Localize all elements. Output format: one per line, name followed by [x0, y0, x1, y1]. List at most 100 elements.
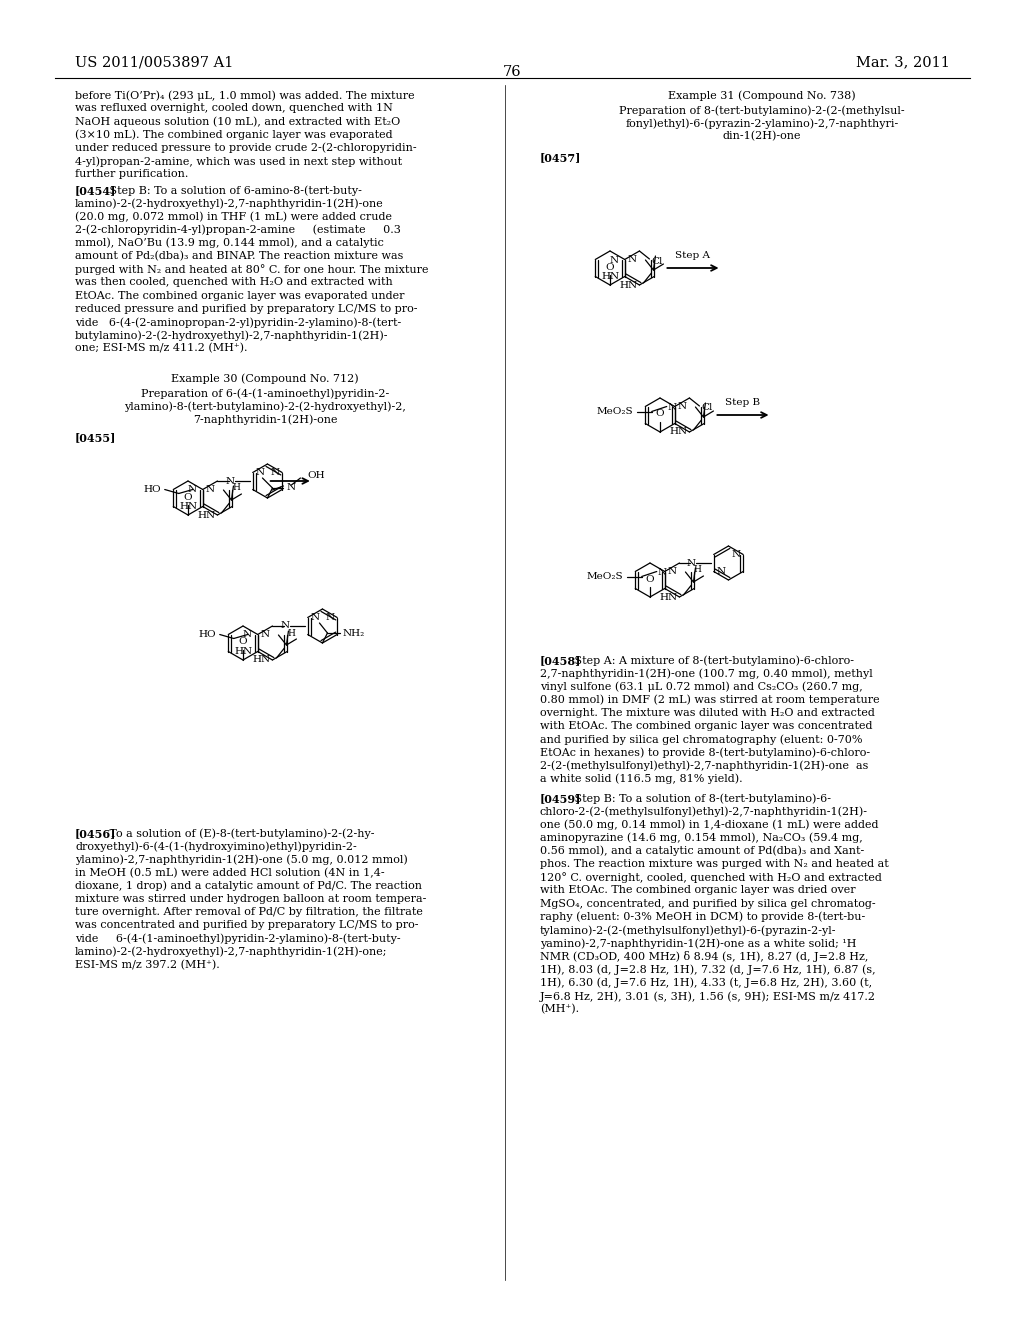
Text: O: O [646, 574, 654, 583]
Text: droxyethyl)-6-(4-(1-(hydroxyimino)ethyl)pyridin-2-: droxyethyl)-6-(4-(1-(hydroxyimino)ethyl)… [75, 841, 356, 851]
Text: Step B: To a solution of 6-amino-8-(tert-buty-: Step B: To a solution of 6-amino-8-(tert… [99, 185, 361, 195]
Text: Step B: To a solution of 8-(tert-butylamino)-6-: Step B: To a solution of 8-(tert-butylam… [564, 793, 831, 804]
Text: amount of Pd₂(dba)₃ and BINAP. The reaction mixture was: amount of Pd₂(dba)₃ and BINAP. The react… [75, 251, 403, 261]
Text: HN: HN [620, 281, 638, 289]
Text: further purification.: further purification. [75, 169, 188, 180]
Text: US 2011/0053897 A1: US 2011/0053897 A1 [75, 55, 233, 69]
Text: [0457]: [0457] [540, 152, 582, 162]
Text: raphy (eluent: 0-3% MeOH in DCM) to provide 8-(tert-bu-: raphy (eluent: 0-3% MeOH in DCM) to prov… [540, 912, 865, 923]
Text: N: N [270, 469, 280, 477]
Text: before Ti(O’Pr)₄ (293 μL, 1.0 mmol) was added. The mixture: before Ti(O’Pr)₄ (293 μL, 1.0 mmol) was … [75, 90, 415, 100]
Text: 1H), 6.30 (d, J=7.6 Hz, 1H), 4.33 (t, J=6.8 Hz, 2H), 3.60 (t,: 1H), 6.30 (d, J=7.6 Hz, 1H), 4.33 (t, J=… [540, 978, 872, 989]
Text: (20.0 mg, 0.072 mmol) in THF (1 mL) were added crude: (20.0 mg, 0.072 mmol) in THF (1 mL) were… [75, 211, 392, 222]
Text: 7-naphthyridin-1(2H)-one: 7-naphthyridin-1(2H)-one [193, 414, 337, 425]
Text: [0454]: [0454] [75, 185, 117, 195]
Text: N: N [678, 403, 687, 411]
Text: din-1(2H)-one: din-1(2H)-one [723, 131, 801, 141]
Text: Cl: Cl [701, 404, 713, 412]
Text: ylamino)-2,7-naphthyridin-1(2H)-one (5.0 mg, 0.012 mmol): ylamino)-2,7-naphthyridin-1(2H)-one (5.0… [75, 854, 408, 865]
Text: Preparation of 8-(tert-butylamino)-2-(2-(methylsul-: Preparation of 8-(tert-butylamino)-2-(2-… [620, 106, 905, 116]
Text: 0.80 mmol) in DMF (2 mL) was stirred at room temperature: 0.80 mmol) in DMF (2 mL) was stirred at … [540, 694, 880, 705]
Text: in MeOH (0.5 mL) were added HCl solution (4N in 1,4-: in MeOH (0.5 mL) were added HCl solution… [75, 867, 385, 878]
Text: 120° C. overnight, cooled, quenched with H₂O and extracted: 120° C. overnight, cooled, quenched with… [540, 873, 882, 883]
Text: H: H [232, 483, 241, 492]
Text: ESI-MS m/z 397.2 (MH⁺).: ESI-MS m/z 397.2 (MH⁺). [75, 960, 220, 970]
Text: overnight. The mixture was diluted with H₂O and extracted: overnight. The mixture was diluted with … [540, 708, 874, 718]
Text: N: N [226, 477, 234, 486]
Text: N: N [310, 612, 319, 622]
Text: HN: HN [198, 511, 215, 520]
Text: N: N [628, 255, 637, 264]
Text: O: O [183, 492, 193, 502]
Text: Step A: A mixture of 8-(tert-butylamino)-6-chloro-: Step A: A mixture of 8-(tert-butylamino)… [564, 655, 854, 665]
Text: and purified by silica gel chromatography (eluent: 0-70%: and purified by silica gel chromatograph… [540, 734, 862, 744]
Text: N: N [206, 484, 215, 494]
Text: was concentrated and purified by preparatory LC/MS to pro-: was concentrated and purified by prepara… [75, 920, 419, 931]
Text: tylamino)-2-(2-(methylsulfonyl)ethyl)-6-(pyrazin-2-yl-: tylamino)-2-(2-(methylsulfonyl)ethyl)-6-… [540, 925, 837, 936]
Text: To a solution of (E)-8-(tert-butylamino)-2-(2-hy-: To a solution of (E)-8-(tert-butylamino)… [99, 828, 375, 838]
Text: lamino)-2-(2-hydroxyethyl)-2,7-naphthyridin-1(2H)-one;: lamino)-2-(2-hydroxyethyl)-2,7-naphthyri… [75, 946, 387, 957]
Text: was refluxed overnight, cooled down, quenched with 1N: was refluxed overnight, cooled down, que… [75, 103, 393, 114]
Text: Step A: Step A [675, 251, 710, 260]
Text: MeO₂S: MeO₂S [586, 572, 623, 581]
Text: NaOH aqueous solution (10 mL), and extracted with Et₂O: NaOH aqueous solution (10 mL), and extra… [75, 116, 400, 127]
Text: N: N [609, 256, 618, 265]
Text: [0458]: [0458] [540, 655, 582, 667]
Text: Example 31 (Compound No. 738): Example 31 (Compound No. 738) [669, 90, 856, 100]
Text: N: N [256, 469, 265, 477]
Text: HN: HN [659, 593, 678, 602]
Text: with EtOAc. The combined organic layer was dried over: with EtOAc. The combined organic layer w… [540, 886, 856, 895]
Text: ylamino)-8-(tert-butylamino)-2-(2-hydroxyethyl)-2,: ylamino)-8-(tert-butylamino)-2-(2-hydrox… [124, 401, 406, 412]
Text: O: O [655, 409, 665, 418]
Text: N: N [281, 622, 290, 631]
Text: with EtOAc. The combined organic layer was concentrated: with EtOAc. The combined organic layer w… [540, 721, 872, 731]
Text: NMR (CD₃OD, 400 MHz) δ 8.94 (s, 1H), 8.27 (d, J=2.8 Hz,: NMR (CD₃OD, 400 MHz) δ 8.94 (s, 1H), 8.2… [540, 952, 868, 962]
Text: Mar. 3, 2011: Mar. 3, 2011 [856, 55, 950, 69]
Text: N: N [731, 550, 740, 558]
Text: ture overnight. After removal of Pd/C by filtration, the filtrate: ture overnight. After removal of Pd/C by… [75, 907, 423, 917]
Text: HO: HO [143, 484, 161, 494]
Text: N: N [657, 568, 667, 577]
Text: O: O [605, 263, 614, 272]
Text: (MH⁺).: (MH⁺). [540, 1005, 580, 1015]
Text: [0456]: [0456] [75, 828, 117, 840]
Text: 4-yl)propan-2-amine, which was used in next step without: 4-yl)propan-2-amine, which was used in n… [75, 156, 402, 166]
Text: N: N [261, 630, 270, 639]
Text: was then cooled, quenched with H₂O and extracted with: was then cooled, quenched with H₂O and e… [75, 277, 393, 288]
Text: a white solid (116.5 mg, 81% yield).: a white solid (116.5 mg, 81% yield). [540, 774, 742, 784]
Text: Example 30 (Compound No. 712): Example 30 (Compound No. 712) [171, 374, 358, 384]
Text: O: O [239, 638, 248, 647]
Text: [0459]: [0459] [540, 793, 582, 804]
Text: butylamino)-2-(2-hydroxyethyl)-2,7-naphthyridin-1(2H)-: butylamino)-2-(2-hydroxyethyl)-2,7-napht… [75, 330, 388, 341]
Text: HO: HO [198, 630, 216, 639]
Text: aminopyrazine (14.6 mg, 0.154 mmol), Na₂CO₃ (59.4 mg,: aminopyrazine (14.6 mg, 0.154 mmol), Na₂… [540, 833, 863, 843]
Text: H: H [288, 628, 295, 638]
Text: HN: HN [234, 647, 253, 656]
Text: mixture was stirred under hydrogen balloon at room tempera-: mixture was stirred under hydrogen ballo… [75, 894, 426, 904]
Text: MgSO₄, concentrated, and purified by silica gel chromatog-: MgSO₄, concentrated, and purified by sil… [540, 899, 876, 908]
Text: vide     6-(4-(1-aminoethyl)pyridin-2-ylamino)-8-(tert-buty-: vide 6-(4-(1-aminoethyl)pyridin-2-ylamin… [75, 933, 400, 944]
Text: one; ESI-MS m/z 411.2 (MH⁺).: one; ESI-MS m/z 411.2 (MH⁺). [75, 343, 248, 354]
Text: purged with N₂ and heated at 80° C. for one hour. The mixture: purged with N₂ and heated at 80° C. for … [75, 264, 428, 275]
Text: HN: HN [179, 502, 198, 511]
Text: Preparation of 6-(4-(1-aminoethyl)pyridin-2-: Preparation of 6-(4-(1-aminoethyl)pyridi… [141, 388, 389, 399]
Text: J=6.8 Hz, 2H), 3.01 (s, 3H), 1.56 (s, 9H); ESI-MS m/z 417.2: J=6.8 Hz, 2H), 3.01 (s, 3H), 1.56 (s, 9H… [540, 991, 876, 1002]
Text: phos. The reaction mixture was purged with N₂ and heated at: phos. The reaction mixture was purged wi… [540, 859, 889, 869]
Text: vide   6-(4-(2-aminopropan-2-yl)pyridin-2-ylamino)-8-(tert-: vide 6-(4-(2-aminopropan-2-yl)pyridin-2-… [75, 317, 401, 327]
Text: NH₂: NH₂ [342, 628, 365, 638]
Text: vinyl sulfone (63.1 μL 0.72 mmol) and Cs₂CO₃ (260.7 mg,: vinyl sulfone (63.1 μL 0.72 mmol) and Cs… [540, 681, 863, 692]
Text: N: N [687, 558, 696, 568]
Text: (3×10 mL). The combined organic layer was evaporated: (3×10 mL). The combined organic layer wa… [75, 129, 392, 140]
Text: 76: 76 [503, 65, 521, 79]
Text: HN: HN [252, 656, 270, 664]
Text: N: N [325, 612, 334, 622]
Text: lamino)-2-(2-hydroxyethyl)-2,7-naphthyridin-1(2H)-one: lamino)-2-(2-hydroxyethyl)-2,7-naphthyri… [75, 198, 384, 209]
Text: 0.56 mmol), and a catalytic amount of Pd(dba)₃ and Xant-: 0.56 mmol), and a catalytic amount of Pd… [540, 846, 864, 857]
Text: 1H), 8.03 (d, J=2.8 Hz, 1H), 7.32 (d, J=7.6 Hz, 1H), 6.87 (s,: 1H), 8.03 (d, J=2.8 Hz, 1H), 7.32 (d, J=… [540, 965, 876, 975]
Text: OH: OH [307, 471, 325, 480]
Text: MeO₂S: MeO₂S [596, 407, 633, 416]
Text: N: N [668, 403, 676, 412]
Text: fonyl)ethyl)-6-(pyrazin-2-ylamino)-2,7-naphthyri-: fonyl)ethyl)-6-(pyrazin-2-ylamino)-2,7-n… [626, 117, 899, 128]
Text: N: N [717, 568, 726, 576]
Text: yamino)-2,7-naphthyridin-1(2H)-one as a white solid; ¹H: yamino)-2,7-naphthyridin-1(2H)-one as a … [540, 939, 856, 949]
